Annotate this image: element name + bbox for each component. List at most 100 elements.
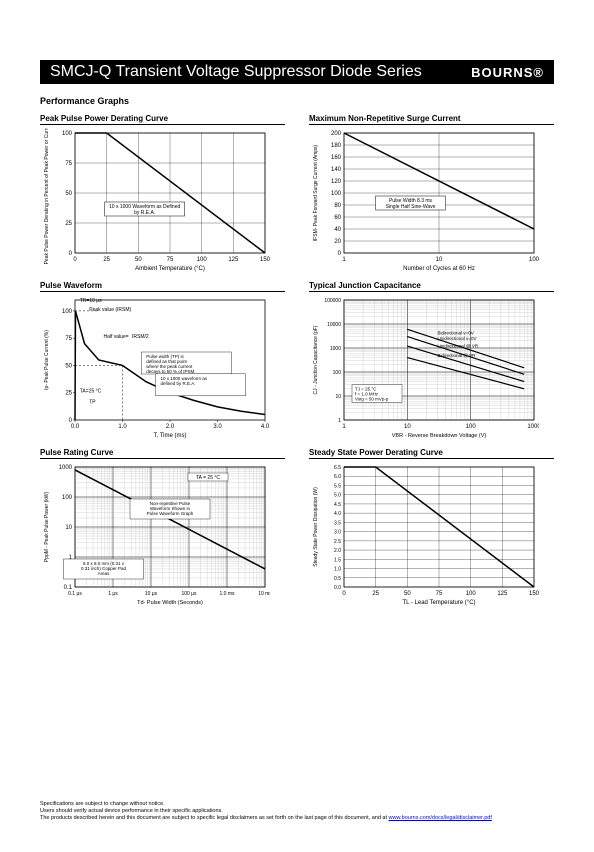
svg-text:Td- Pulse Width (Seconds): Td- Pulse Width (Seconds): [137, 600, 203, 606]
svg-text:4.0: 4.0: [334, 511, 341, 517]
svg-text:PppM - Peak Pulse Power (kW): PppM - Peak Pulse Power (kW): [44, 492, 50, 563]
svg-text:IRSM/2: IRSM/2: [132, 334, 149, 340]
svg-text:TR=10 μs: TR=10 μs: [80, 298, 102, 304]
svg-text:T, Time (ms): T, Time (ms): [154, 433, 187, 439]
svg-text:1 μs: 1 μs: [108, 591, 118, 597]
footer-line1: Specifications are subject to change wit…: [40, 801, 554, 808]
svg-text:100: 100: [62, 131, 73, 137]
footer-link[interactable]: www.bourns.com/docs/legal/disclaimer.pdf: [389, 815, 492, 821]
svg-text:2.0: 2.0: [334, 548, 341, 554]
svg-text:20: 20: [334, 239, 341, 245]
svg-text:25: 25: [65, 391, 72, 397]
svg-text:125: 125: [497, 591, 508, 597]
svg-text:Unidirectional v=0V: Unidirectional v=0V: [438, 336, 477, 341]
chart-svg-3: 0.01.02.03.04.00255075100T, Time (ms)Ip-…: [40, 295, 270, 440]
svg-text:2.0: 2.0: [166, 424, 175, 430]
svg-text:Peak Pulse Power Derating in P: Peak Pulse Power Derating in Percent of …: [44, 128, 50, 264]
svg-text:160: 160: [331, 155, 342, 161]
svg-text:Peak value (IRSM): Peak value (IRSM): [89, 307, 131, 313]
svg-text:Unidirectional @ VR: Unidirectional @ VR: [438, 343, 479, 348]
svg-text:50: 50: [65, 363, 72, 369]
svg-text:10: 10: [335, 394, 341, 400]
chart-junction-cap: Typical Junction Capacitance 11010010001…: [309, 281, 554, 440]
svg-text:TP: TP: [89, 400, 96, 406]
svg-text:3.0: 3.0: [213, 424, 222, 430]
svg-text:10: 10: [436, 257, 443, 263]
svg-text:200: 200: [331, 131, 342, 137]
header-logo: BOURNS®: [471, 65, 544, 80]
svg-text:10000: 10000: [327, 322, 341, 328]
svg-text:100: 100: [197, 257, 208, 263]
footer: Specifications are subject to change wit…: [40, 801, 554, 822]
svg-text:1.0: 1.0: [334, 567, 341, 573]
svg-text:6.0: 6.0: [334, 474, 341, 480]
svg-text:1000: 1000: [330, 346, 341, 352]
svg-text:0: 0: [69, 251, 73, 257]
svg-text:TA = 25 °C: TA = 25 °C: [196, 475, 220, 481]
svg-text:Ip- Peak Pulse Current (%): Ip- Peak Pulse Current (%): [44, 330, 50, 390]
svg-text:Number of Cycles at 60 Hz: Number of Cycles at 60 Hz: [403, 266, 475, 272]
svg-text:TL - Lead Temperature (°C): TL - Lead Temperature (°C): [402, 600, 475, 606]
footer-line3: The products described herein and this d…: [40, 815, 554, 822]
svg-text:100 μs: 100 μs: [181, 591, 197, 597]
svg-text:1: 1: [338, 418, 341, 424]
svg-text:0: 0: [73, 257, 77, 263]
svg-text:1: 1: [342, 257, 346, 263]
svg-text:100: 100: [529, 257, 539, 263]
svg-text:3.5: 3.5: [334, 520, 341, 526]
svg-text:5.5: 5.5: [334, 483, 341, 489]
charts-row-2: Pulse Waveform 0.01.02.03.04.00255075100…: [40, 281, 554, 440]
chart-svg-2: 110100020406080100120140160180200Number …: [309, 128, 539, 273]
svg-text:TA=25 °C: TA=25 °C: [80, 389, 102, 395]
svg-text:180: 180: [331, 143, 342, 149]
svg-text:0: 0: [338, 251, 342, 257]
chart-pulse-rating: Pulse Rating Curve 0.1 μs1 μs10 μs100 μs…: [40, 448, 285, 607]
svg-text:140: 140: [331, 167, 342, 173]
svg-text:150: 150: [529, 591, 539, 597]
svg-text:Steady State Power Dissipation: Steady State Power Dissipation (W): [313, 487, 319, 567]
svg-text:Bidirectional @ VR: Bidirectional @ VR: [438, 353, 477, 358]
svg-text:decays to 50 % of IPSM.: decays to 50 % of IPSM.: [146, 369, 195, 374]
svg-text:100: 100: [466, 591, 477, 597]
svg-text:10 μs: 10 μs: [145, 591, 158, 597]
svg-text:10 ms: 10 ms: [258, 591, 270, 597]
svg-text:100: 100: [466, 424, 477, 430]
svg-text:Single Half Sine-Wave: Single Half Sine-Wave: [386, 204, 436, 210]
svg-text:120: 120: [331, 179, 342, 185]
charts-row-1: Peak Pulse Power Derating Curve 02550751…: [40, 114, 554, 273]
svg-text:0.5: 0.5: [334, 576, 341, 582]
svg-text:1.5: 1.5: [334, 557, 341, 563]
svg-text:0: 0: [342, 591, 346, 597]
svg-text:4.5: 4.5: [334, 502, 341, 508]
svg-text:3.0: 3.0: [334, 530, 341, 536]
chart-svg-4: 1101001000110100100010000100000Bidirecti…: [309, 295, 539, 440]
header-title: SMCJ-Q Transient Voltage Suppressor Diod…: [50, 63, 422, 81]
svg-text:100000: 100000: [324, 298, 341, 304]
svg-text:40: 40: [334, 227, 341, 233]
svg-text:100: 100: [331, 191, 342, 197]
chart-steady-state: Steady State Power Derating Curve 025507…: [309, 448, 554, 607]
svg-text:75: 75: [65, 336, 72, 342]
charts-row-3: Pulse Rating Curve 0.1 μs1 μs10 μs100 μs…: [40, 448, 554, 607]
svg-text:100: 100: [333, 370, 342, 376]
svg-text:75: 75: [436, 591, 443, 597]
svg-text:IFSM- Peak Forward Surge Curre: IFSM- Peak Forward Surge Current (Amps): [313, 144, 319, 241]
svg-text:CJ - Junction Capacitance (pF): CJ - Junction Capacitance (pF): [313, 325, 319, 394]
svg-text:1.0 ms: 1.0 ms: [219, 591, 235, 597]
chart-svg-1: 02550751001251500255075100Ambient Temper…: [40, 128, 270, 273]
svg-text:100: 100: [62, 309, 73, 315]
svg-text:Pulse Waveform Graph: Pulse Waveform Graph: [147, 511, 194, 516]
svg-text:1000: 1000: [59, 465, 73, 471]
svg-text:75: 75: [65, 161, 72, 167]
svg-text:5.0: 5.0: [334, 493, 341, 499]
svg-text:150: 150: [260, 257, 270, 263]
svg-text:Areas: Areas: [98, 571, 111, 576]
svg-text:50: 50: [404, 591, 411, 597]
svg-text:Vsig = 50 mVp-p: Vsig = 50 mVp-p: [355, 397, 389, 402]
svg-text:6.5: 6.5: [334, 465, 341, 471]
svg-text:1000: 1000: [527, 424, 539, 430]
svg-text:25: 25: [103, 257, 110, 263]
svg-text:10: 10: [65, 525, 72, 531]
header-bar: SMCJ-Q Transient Voltage Suppressor Diod…: [40, 60, 554, 84]
chart-svg-6: 02550751001251500.00.51.01.52.02.53.03.5…: [309, 462, 539, 607]
